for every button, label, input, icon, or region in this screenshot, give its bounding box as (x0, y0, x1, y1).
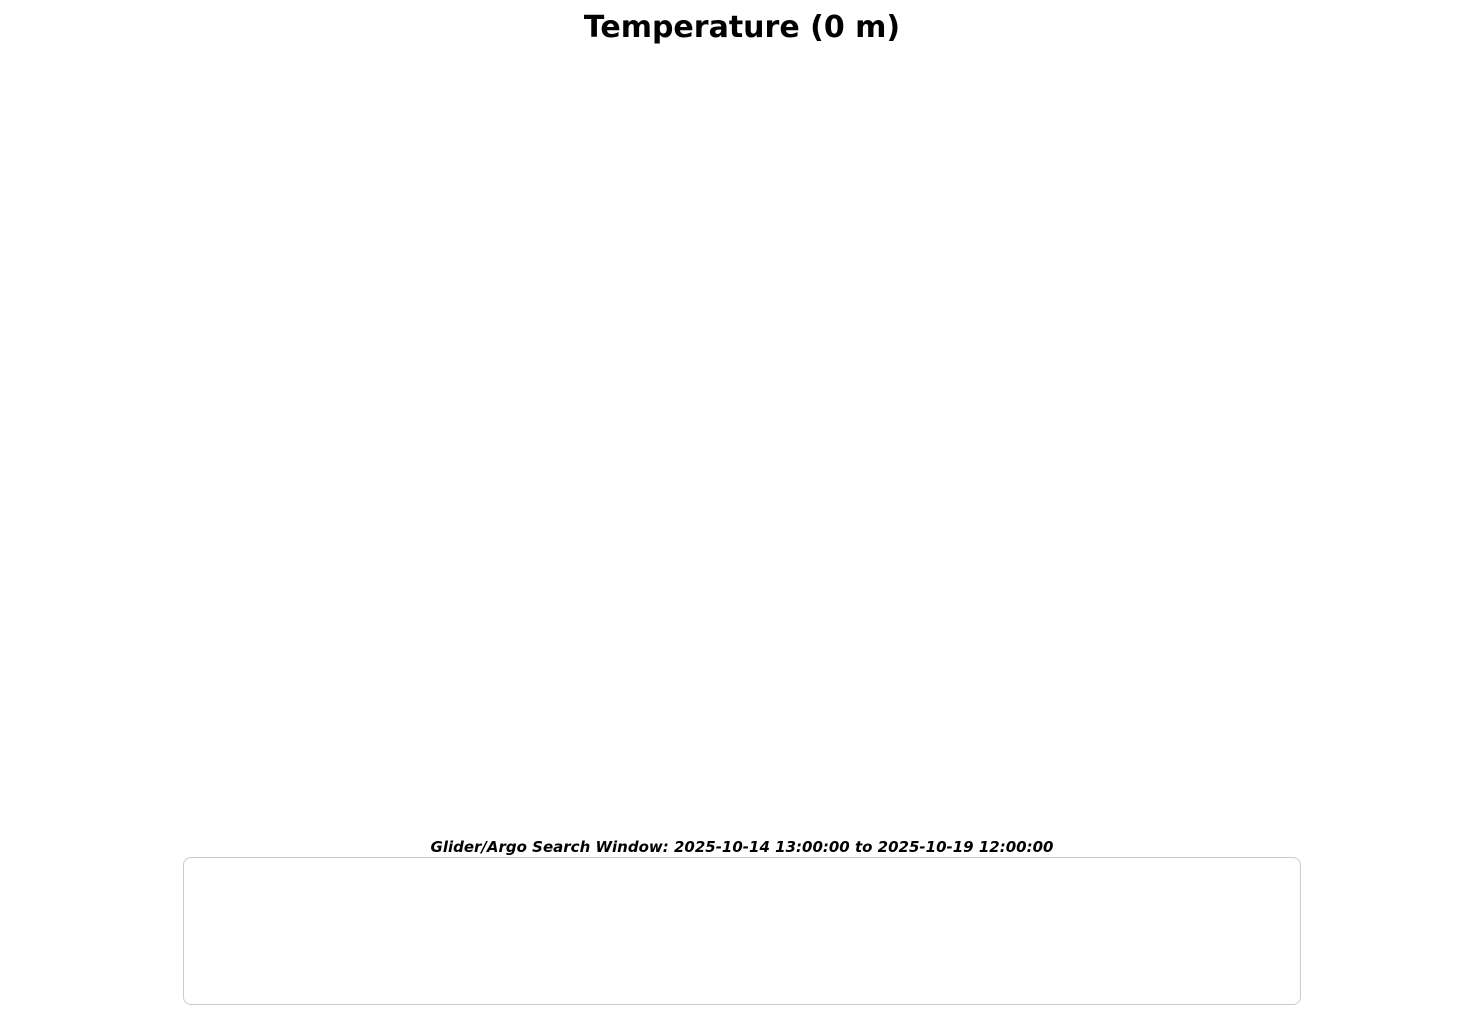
colorbar (90, 748, 1394, 838)
search-window-subtitle: Glider/Argo Search Window: 2025-10-14 13… (430, 838, 1054, 856)
map-panel-espc (720, 95, 1420, 735)
map-panel-rtofs (30, 95, 730, 735)
platform-legend (183, 857, 1301, 1005)
figure-title: Temperature (0 m) (583, 10, 901, 45)
